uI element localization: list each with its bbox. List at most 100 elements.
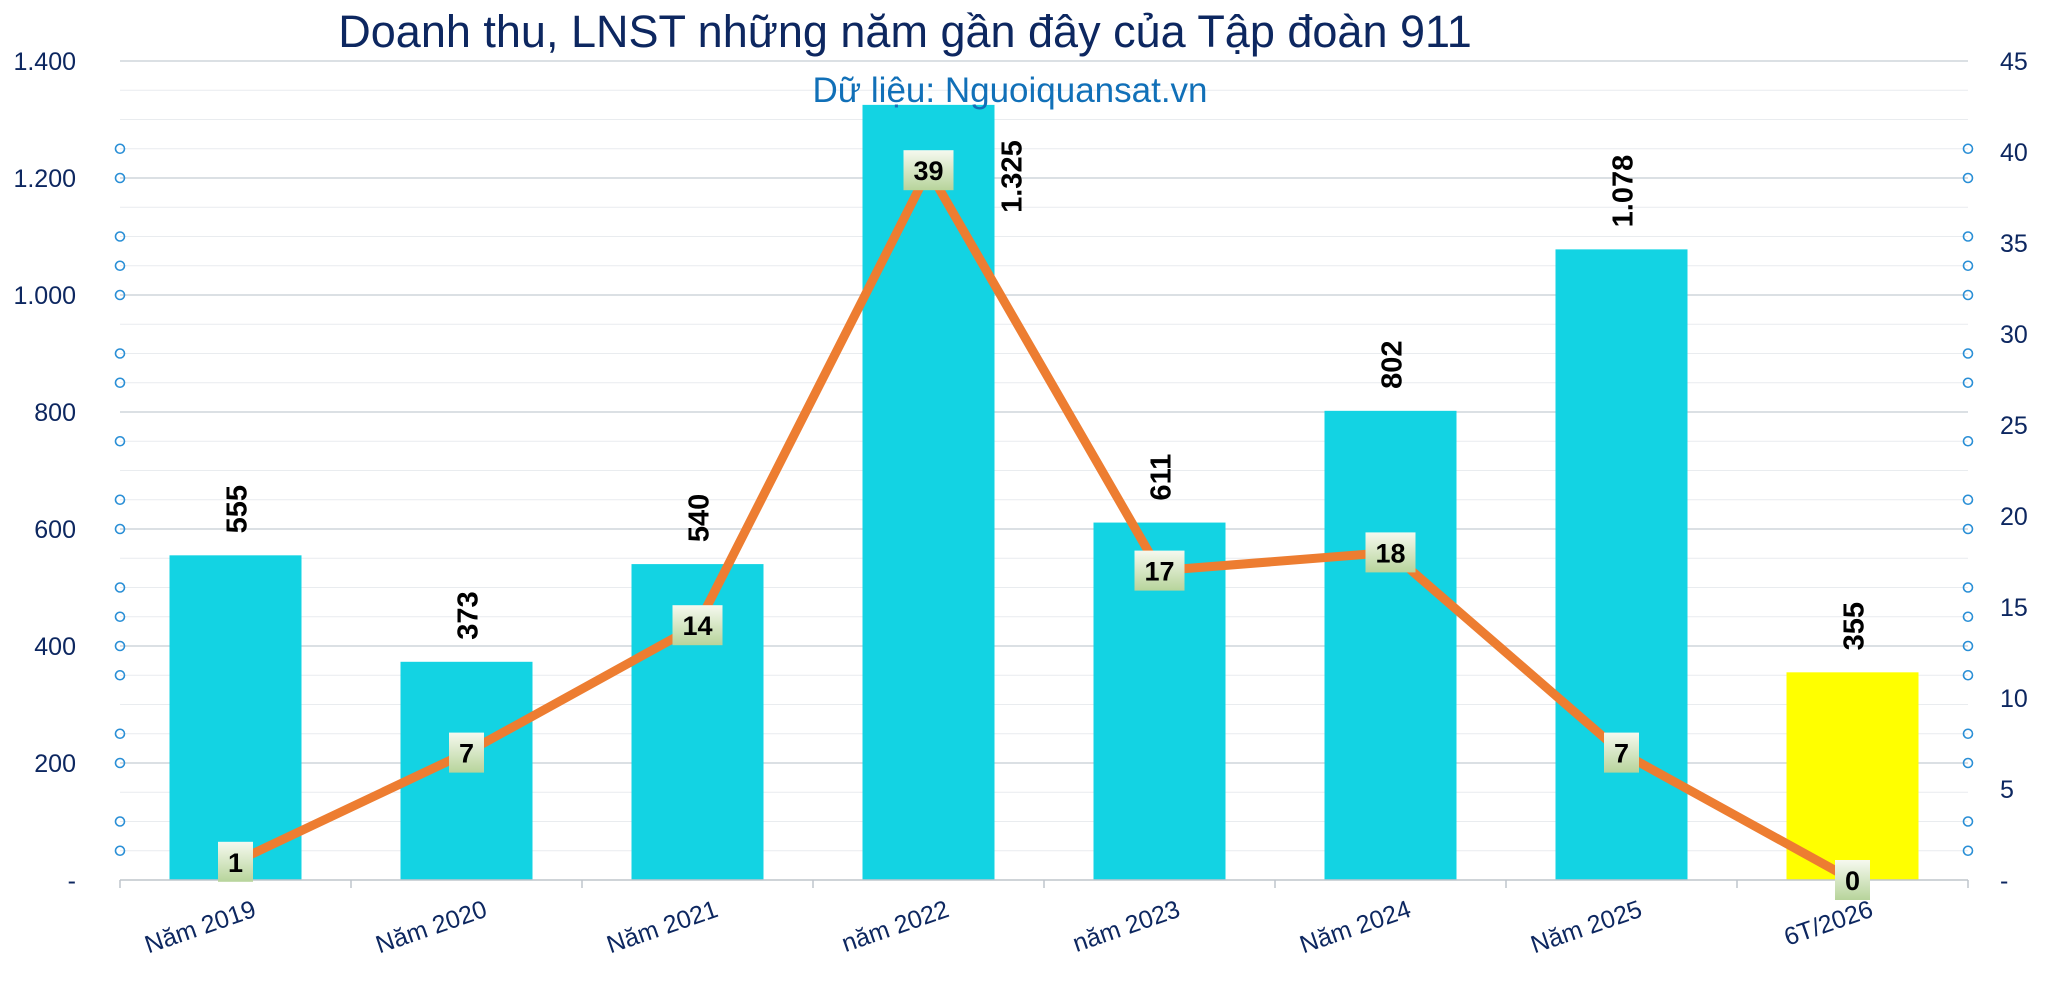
x-tick-label: Năm 2021 <box>603 895 721 959</box>
bar <box>169 555 302 880</box>
left-edge-marker <box>114 348 126 359</box>
y-right-tick-label: 15 <box>2000 594 2028 622</box>
y-left-tick-label: 800 <box>34 399 76 427</box>
line-data-label: 18 <box>1375 538 1405 568</box>
bar-data-label: 540 <box>684 494 716 542</box>
line-series <box>231 165 1857 885</box>
line-label-box <box>672 605 723 646</box>
y-right-tick-label: 20 <box>2000 503 2028 531</box>
left-edge-marker <box>114 611 126 623</box>
line-data-label: 39 <box>913 156 943 186</box>
bar <box>1324 410 1457 880</box>
x-tick-label: Năm 2025 <box>1527 895 1645 959</box>
y-left-tick-label: 1.200 <box>13 165 76 193</box>
bar-data-label: 355 <box>1839 602 1871 650</box>
y-right-tick-label: 45 <box>2000 48 2028 76</box>
right-edge-marker <box>1962 348 1974 359</box>
line-label-box <box>1365 532 1416 573</box>
line-label-box <box>218 841 253 882</box>
right-edge-marker <box>1962 816 1974 827</box>
left-edge-marker <box>114 289 126 301</box>
right-edge-marker <box>1962 289 1974 301</box>
right-edge-marker <box>1962 757 1974 769</box>
left-edge-marker <box>114 231 126 242</box>
y-right-tick-label: 30 <box>2000 321 2028 349</box>
right-edge-marker <box>1962 435 1974 447</box>
y-left-tick-label: 1.000 <box>13 282 76 310</box>
line-data-label: 0 <box>1845 866 1860 896</box>
left-edge-marker <box>114 172 126 184</box>
y-right-tick-label: 40 <box>2000 139 2028 167</box>
left-edge-marker <box>114 143 126 155</box>
x-tick-label: Năm 2019 <box>141 895 259 959</box>
right-edge-marker <box>1962 231 1974 242</box>
bar-data-label: 611 <box>1146 454 1178 501</box>
right-edge-marker <box>1962 172 1974 184</box>
chart-subtitle: Dữ liệu: Nguoiquansat.vn <box>812 71 1207 110</box>
line-data-label: 7 <box>1614 739 1629 769</box>
x-tick-label: 6T/2026 <box>1781 895 1877 951</box>
bar-data-label: 1.078 <box>1608 155 1640 228</box>
line-data-label: 17 <box>1144 557 1174 587</box>
bar <box>1555 249 1688 880</box>
x-tick-label: năm 2022 <box>838 895 952 958</box>
bar-data-label: 555 <box>222 485 254 533</box>
left-edge-marker <box>114 377 126 389</box>
y-left-tick-label: 400 <box>34 633 76 661</box>
line-data-label: 1 <box>228 848 243 878</box>
left-edge-marker <box>114 728 126 740</box>
right-edge-marker <box>1962 611 1974 623</box>
line-label-box <box>1134 550 1185 591</box>
line-data-label: 7 <box>459 739 474 769</box>
left-edge-marker <box>114 260 126 272</box>
y-right-tick-label: 5 <box>2000 776 2014 804</box>
right-edge-marker <box>1962 728 1974 740</box>
y-left-tick-label: 1.400 <box>13 48 76 76</box>
profit-line <box>231 165 1857 885</box>
line-data-label: 14 <box>682 611 712 641</box>
y-right-tick-label: 10 <box>2000 685 2028 713</box>
left-edge-marker <box>114 757 126 769</box>
right-edge-marker <box>1962 582 1974 593</box>
x-tick-label: Năm 2020 <box>372 895 490 959</box>
bar <box>862 104 995 880</box>
left-edge-marker <box>114 523 126 535</box>
right-edge-marker <box>1962 260 1974 272</box>
left-edge-marker <box>114 494 126 506</box>
left-edge-marker <box>114 582 126 593</box>
right-edge-marker <box>1962 494 1974 506</box>
left-edge-marker <box>114 669 126 681</box>
right-edge-marker <box>1962 143 1974 155</box>
right-edge-marker <box>1962 523 1974 535</box>
line-label-box <box>449 732 484 773</box>
grid-lines <box>120 60 1968 852</box>
bar-series <box>169 104 1919 880</box>
right-edge-marker <box>1962 640 1974 652</box>
line-label-box <box>1835 860 1870 900</box>
left-edge-marker <box>114 640 126 652</box>
y-left-tick-label: 600 <box>34 516 76 544</box>
y-right-tick-label: 35 <box>2000 230 2028 258</box>
x-tick-label: Năm 2024 <box>1296 895 1414 959</box>
y-right-tick-label: 25 <box>2000 412 2028 440</box>
right-edge-marker <box>1962 845 1974 857</box>
bar <box>1786 672 1919 880</box>
y-left-tick-label: - <box>68 867 76 895</box>
bar-data-label: 802 <box>1377 340 1409 388</box>
right-edge-marker <box>1962 377 1974 389</box>
bar-data-label: 373 <box>453 591 485 639</box>
left-edge-marker <box>114 816 126 827</box>
line-label-box <box>903 150 954 191</box>
right-edge-marker <box>1962 669 1974 681</box>
y-left-tick-label: 200 <box>34 750 76 778</box>
bar-data-label: 1.325 <box>997 140 1029 213</box>
left-edge-marker <box>114 435 126 447</box>
y-right-tick-label: - <box>2000 867 2008 895</box>
left-edge-marker <box>114 845 126 857</box>
x-tick-label: năm 2023 <box>1069 895 1183 958</box>
chart-title: Doanh thu, LNST những năm gần đây của Tậ… <box>338 6 1471 57</box>
line-label-box <box>1604 732 1639 773</box>
